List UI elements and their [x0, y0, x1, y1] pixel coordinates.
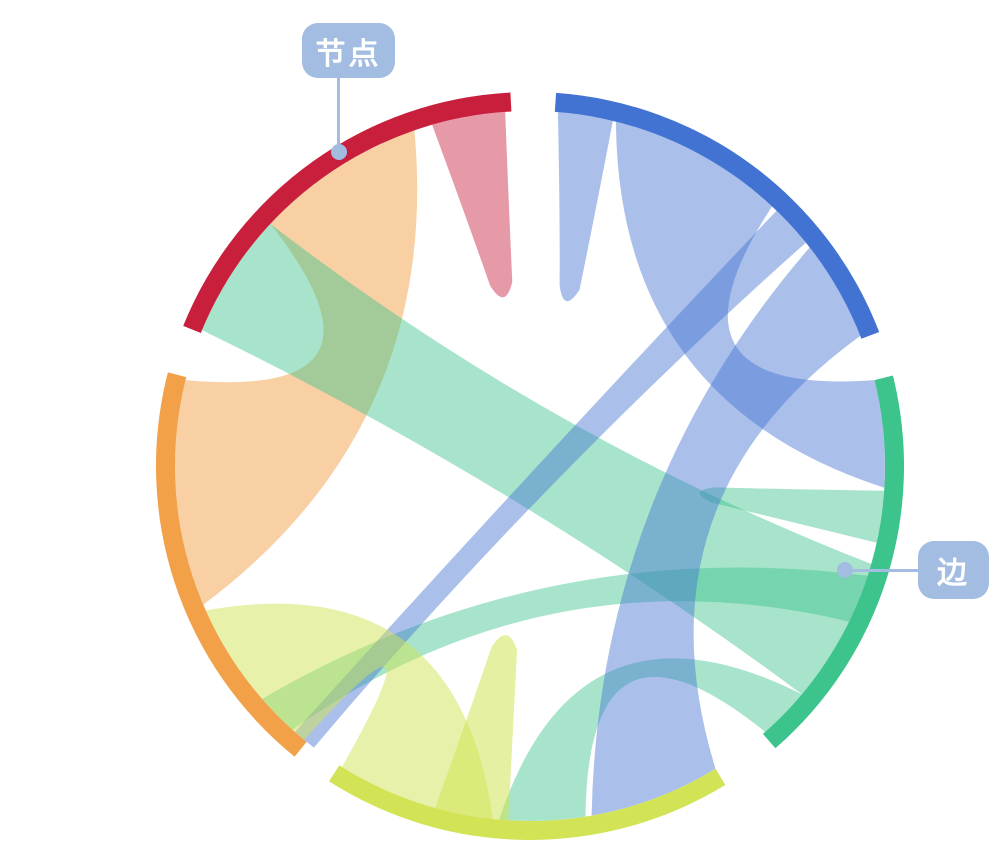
chord-edge-green-lime[interactable]	[499, 658, 802, 821]
chord-edge-blue-orange[interactable]	[294, 210, 806, 748]
callout-node-leader-line	[337, 78, 340, 146]
callout-edge: 边	[918, 541, 989, 599]
callout-node-text: 节点	[315, 37, 382, 71]
nodes-layer	[155, 92, 905, 841]
callout-edge-leader-line	[853, 569, 918, 572]
callout-node-anchor-dot	[331, 144, 347, 160]
chord-edge-blue-self[interactable]	[557, 112, 613, 302]
chord-edge-orange-lime[interactable]	[205, 603, 493, 820]
callout-edge-text: 边	[937, 557, 970, 590]
chord-node-green[interactable]	[762, 375, 905, 749]
chord-node-red[interactable]	[183, 92, 512, 334]
callout-node: 节点	[302, 23, 395, 78]
chord-edge-red-green[interactable]	[202, 223, 872, 695]
edges-layer	[174, 111, 885, 821]
chord-edge-green-self[interactable]	[699, 487, 885, 543]
chord-edge-lime-self[interactable]	[435, 635, 518, 821]
chord-edge-red-orange[interactable]	[174, 130, 418, 605]
callout-edge-anchor-dot	[837, 562, 853, 578]
chord-edge-blue-lime[interactable]	[591, 247, 861, 816]
chord-edge-red-self[interactable]	[432, 111, 513, 298]
chord-node-lime[interactable]	[329, 765, 726, 841]
chord-node-orange[interactable]	[155, 372, 307, 757]
chord-edge-blue-green[interactable]	[615, 121, 885, 488]
